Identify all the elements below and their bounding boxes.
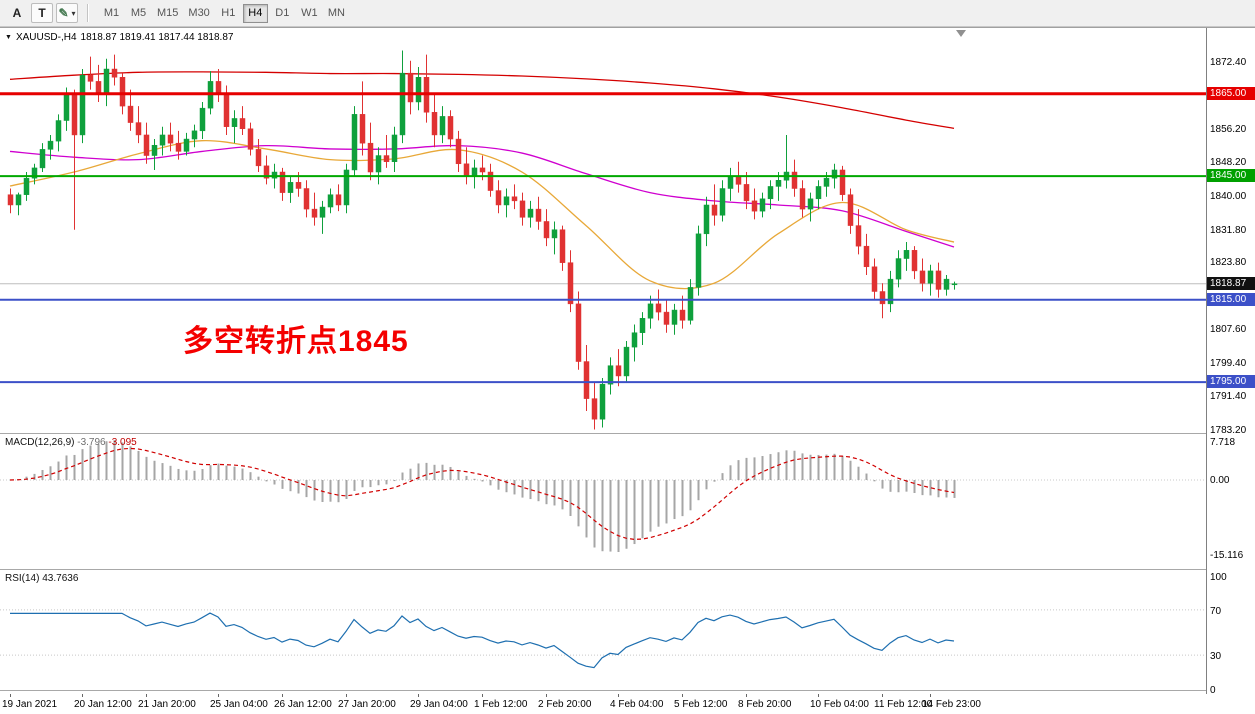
time-axis-tick	[818, 694, 819, 697]
macd-histogram	[17, 440, 956, 552]
time-axis-label: 2 Feb 20:00	[538, 699, 592, 710]
macd-signal-value: -3.095	[108, 437, 137, 448]
timeframe-button-mn[interactable]: MN	[324, 4, 349, 23]
time-axis-tick	[930, 694, 931, 697]
time-axis-label: 4 Feb 04:00	[610, 699, 664, 710]
rsi-scale-label: 100	[1210, 572, 1227, 583]
macd-name: MACD(12,26,9)	[5, 437, 75, 448]
price-scale-label: 1840.00	[1210, 190, 1247, 202]
macd-pane[interactable]: MACD(12,26,9) -3.796 -3.095	[0, 434, 1206, 570]
price-scale-label: 1791.40	[1210, 390, 1247, 402]
price-badge-1865.00: 1865.00	[1207, 86, 1255, 100]
toolbar-separator	[87, 4, 88, 22]
time-axis-label: 29 Jan 04:00	[410, 699, 468, 710]
time-axis-label: 5 Feb 12:00	[674, 699, 728, 710]
price-scale-label: 1848.20	[1210, 156, 1247, 168]
price-badge-1818.87: 1818.87	[1207, 276, 1255, 290]
dropdown-caret-icon: ▾	[71, 8, 76, 18]
time-axis-tick	[546, 694, 547, 697]
time-axis-label: 20 Jan 12:00	[74, 699, 132, 710]
rsi-label: RSI(14) 43.7636	[5, 573, 78, 584]
time-axis-tick	[82, 694, 83, 697]
drawing-tool-dropdown-button[interactable]: ✎ ▾	[56, 3, 78, 23]
timeframe-button-h1[interactable]: H1	[216, 4, 241, 23]
price-scale-label: 1799.40	[1210, 358, 1247, 369]
time-axis-tick	[218, 694, 219, 697]
rsi-value: 43.7636	[42, 573, 79, 584]
time-axis-tick	[682, 694, 683, 697]
timeframe-button-m30[interactable]: M30	[184, 4, 213, 23]
timeframe-group: M1 M5 M15 M30 H1 H4 D1 W1 MN	[99, 3, 349, 23]
chart-window: ▼ XAUUSD-,H4 1818.87 1819.41 1817.44 181…	[0, 27, 1255, 714]
time-axis-tick	[282, 694, 283, 697]
timeframe-button-h4[interactable]: H4	[242, 3, 268, 23]
time-axis-label: 1 Feb 12:00	[474, 699, 528, 710]
time-axis[interactable]: 19 Jan 2021 20 Jan 12:00 21 Jan 20:00 25 Ja…	[0, 694, 1255, 714]
time-axis-tick	[418, 694, 419, 697]
time-axis-label: 25 Jan 04:00	[210, 699, 268, 710]
rsi-scale-label: 0	[1210, 685, 1216, 696]
time-axis-label: 27 Jan 20:00	[338, 699, 396, 710]
timeframe-button-m1[interactable]: M1	[99, 4, 124, 23]
time-axis-label: 21 Jan 20:00	[138, 699, 196, 710]
rsi-scale-label: 70	[1210, 605, 1222, 617]
time-axis-label: 8 Feb 20:00	[738, 699, 792, 710]
pencil-icon: ✎	[58, 6, 69, 20]
rsi-scale-label: 30	[1210, 651, 1222, 663]
time-axis-tick	[146, 694, 147, 697]
candles-group[interactable]	[7, 50, 958, 430]
macd-scale-label: 0.00	[1210, 475, 1230, 486]
time-axis-tick	[746, 694, 747, 697]
rsi-name: RSI(14)	[5, 573, 40, 584]
time-axis-tick	[10, 694, 11, 697]
macd-label: MACD(12,26,9) -3.796 -3.095	[5, 437, 137, 448]
ma-fast-line[interactable]	[9, 140, 955, 290]
chart-shift-marker[interactable]	[956, 30, 966, 37]
triangle-icon: ▼	[5, 34, 12, 41]
time-axis-tick	[346, 694, 347, 697]
price-badge-1845.00: 1845.00	[1207, 169, 1255, 183]
ohlc-text: 1818.87 1819.41 1817.44 1818.87	[80, 32, 234, 43]
main-price-pane[interactable]: ▼ XAUUSD-,H4 1818.87 1819.41 1817.44 181…	[0, 28, 1206, 434]
macd-main-value: -3.796	[77, 437, 106, 448]
timeframe-button-m15[interactable]: M15	[153, 4, 182, 23]
timeframe-button-w1[interactable]: W1	[297, 4, 322, 23]
time-axis-label: 26 Jan 12:00	[274, 699, 332, 710]
timeframe-button-m5[interactable]: M5	[126, 4, 151, 23]
time-axis-label: 10 Feb 04:00	[810, 699, 869, 710]
price-scale[interactable]: 1872.40 1856.20 1848.20 1840.00 1831.80 1823.…	[1206, 28, 1255, 696]
macd-scale-label: 7.718	[1210, 436, 1236, 448]
macd-scale-label: -15.116	[1210, 549, 1244, 561]
time-axis-tick	[482, 694, 483, 697]
time-axis-tick	[882, 694, 883, 697]
time-axis-tick	[618, 694, 619, 697]
annotation-text[interactable]: 多空转折点1845	[183, 325, 409, 358]
symbol-period-text: XAUUSD-,H4	[15, 32, 77, 43]
price-badge-1795.00: 1795.00	[1207, 375, 1255, 389]
chart-title: ▼ XAUUSD-,H4 1818.87 1819.41 1817.44 181…	[5, 32, 233, 43]
macd-signal-line	[9, 447, 955, 540]
rsi-canvas[interactable]	[0, 570, 1206, 691]
timeframe-button-d1[interactable]: D1	[270, 4, 295, 23]
macd-canvas[interactable]	[0, 434, 1206, 570]
price-scale-label: 1831.80	[1210, 224, 1247, 236]
price-badge-1815.00: 1815.00	[1207, 292, 1255, 306]
plot-column: ▼ XAUUSD-,H4 1818.87 1819.41 1817.44 181…	[0, 28, 1206, 691]
price-scale-label: 1823.80	[1210, 257, 1247, 269]
time-axis-label: 14 Feb 23:00	[922, 699, 981, 710]
rsi-pane[interactable]: RSI(14) 43.7636	[0, 570, 1206, 691]
text-tool-button[interactable]: T	[31, 3, 53, 23]
price-scale-label: 1872.40	[1210, 57, 1247, 69]
price-scale-label: 1807.60	[1210, 324, 1247, 336]
time-axis-label: 19 Jan 2021	[2, 699, 58, 710]
ma-slow-line[interactable]	[9, 71, 955, 129]
label-tool-button[interactable]: A	[6, 3, 28, 23]
time-axis-label: 11 Feb 12:00	[874, 699, 933, 710]
price-scale-label: 1856.20	[1210, 123, 1247, 135]
rsi-line	[10, 612, 955, 669]
price-scale-label: 1783.20	[1210, 424, 1247, 436]
main-chart-canvas[interactable]	[0, 28, 1206, 434]
toolbar: A T ✎ ▾ M1 M5 M15 M30 H1 H4 D1 W1 MN	[0, 0, 1255, 27]
